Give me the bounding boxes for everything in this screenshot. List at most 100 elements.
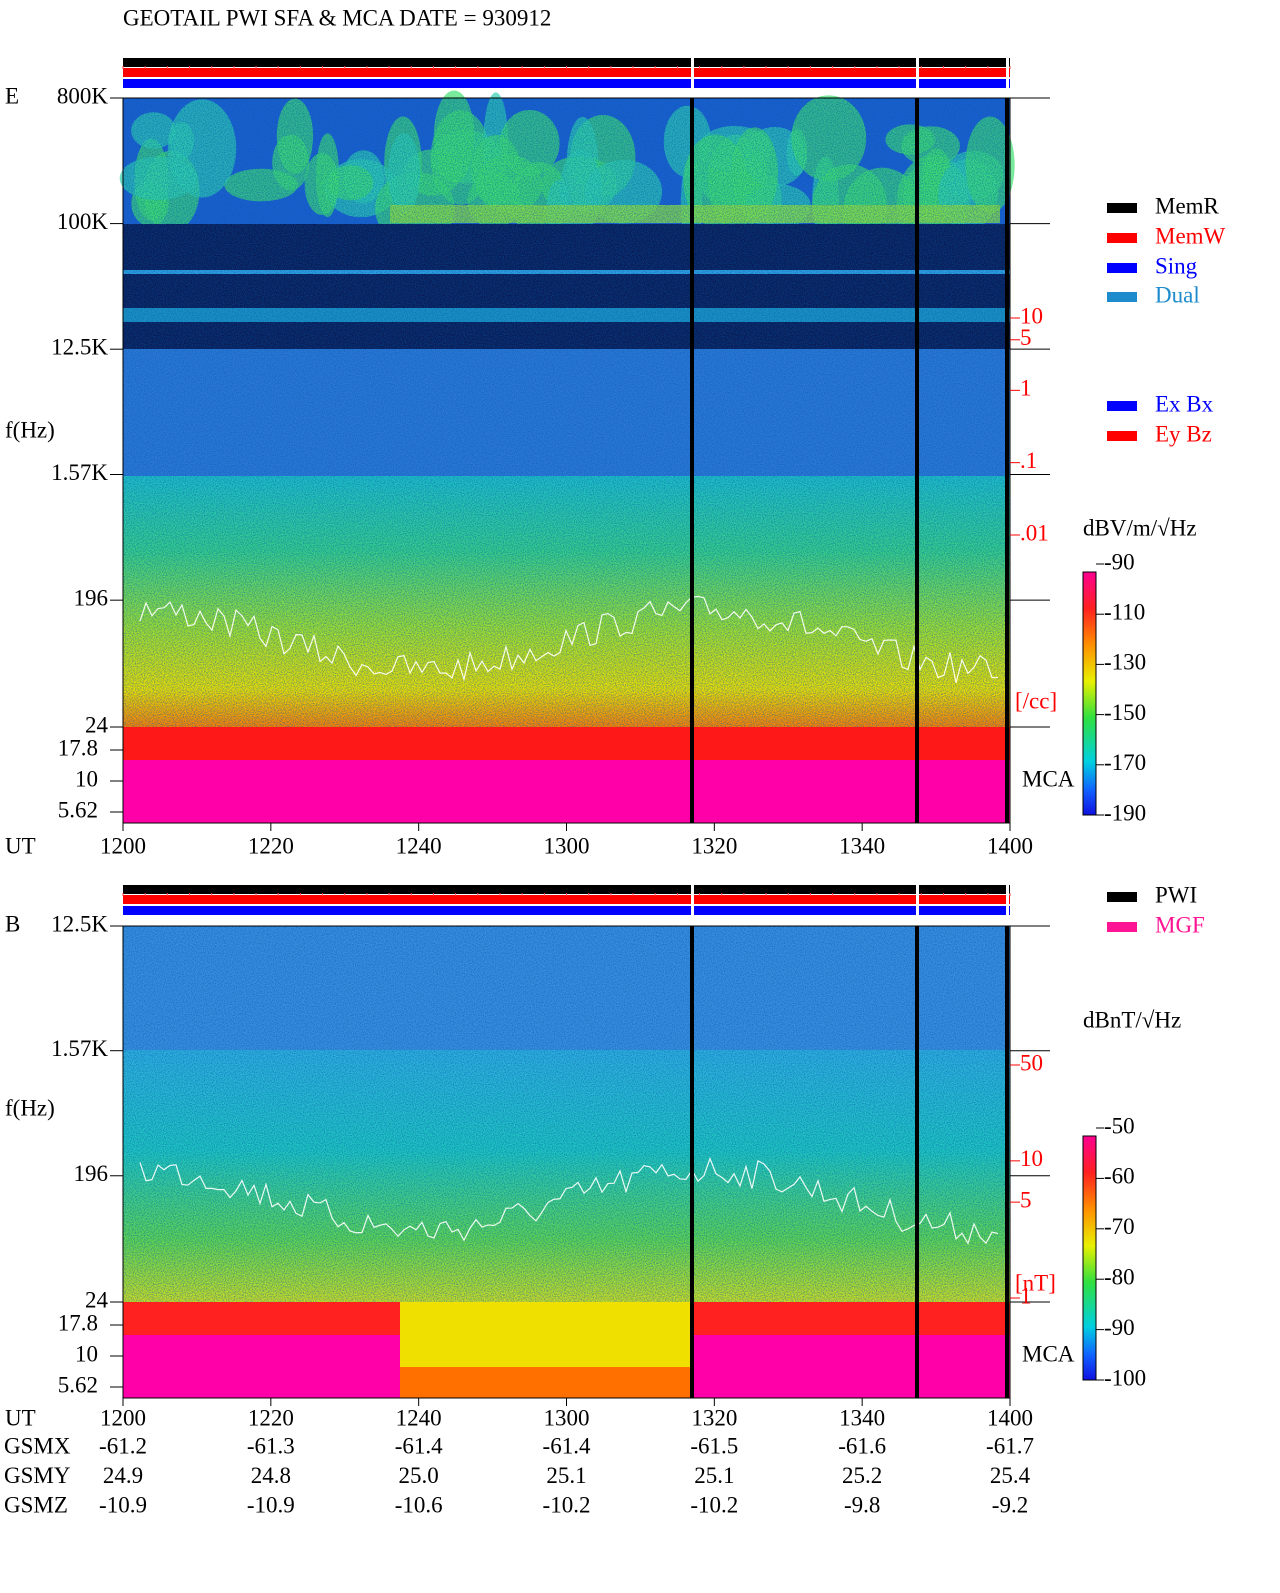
colorbar xyxy=(1082,1135,1097,1381)
orbit-name: GSMX xyxy=(4,1433,71,1458)
spectrogram xyxy=(123,727,1010,760)
legend-label: Ey Bz xyxy=(1155,421,1212,446)
density-tick-label: .01 xyxy=(1020,520,1049,545)
orbit-value: 25.2 xyxy=(842,1463,882,1488)
orbit-value: -9.2 xyxy=(992,1492,1028,1517)
x-tick-label: 1320 xyxy=(691,833,737,858)
y-tick-label: 12.5K xyxy=(51,911,108,936)
x-tick-label: 1340 xyxy=(839,1405,885,1430)
orbit-value: -61.7 xyxy=(986,1433,1034,1458)
y-tick-label: 196 xyxy=(74,1161,109,1186)
panel-label: B xyxy=(5,911,20,936)
x-tick-label: 1340 xyxy=(839,833,885,858)
orbit-value: -10.9 xyxy=(99,1492,147,1517)
y-tick-label: 17.8 xyxy=(58,735,98,760)
colorbar-tick-label: -150 xyxy=(1104,700,1146,725)
x-tick-label: 1400 xyxy=(987,833,1033,858)
x-tick-label: 1220 xyxy=(248,833,294,858)
colorbar-tick-label: -130 xyxy=(1104,650,1146,675)
status-gap xyxy=(916,885,919,915)
density-tick-label: 5 xyxy=(1020,325,1032,350)
colorbar-title: dBnT/√Hz xyxy=(1083,1007,1181,1032)
legend-swatch xyxy=(1107,233,1137,243)
x-tick-label: 1300 xyxy=(544,833,590,858)
y-tick-label: 100K xyxy=(57,209,109,234)
spectrogram xyxy=(123,760,1010,823)
legend-swatch xyxy=(1107,401,1137,411)
orbit-value: -61.5 xyxy=(690,1433,738,1458)
y-axis-label: f(Hz) xyxy=(5,417,55,442)
legend-swatch xyxy=(1107,292,1137,302)
status-bar xyxy=(123,885,1010,894)
status-bar xyxy=(123,79,1010,88)
colorbar-title: dBV/m/√Hz xyxy=(1083,515,1197,540)
spectrogram-noise xyxy=(123,926,1010,1302)
spectrogram xyxy=(400,1367,690,1398)
y-tick-label: 5.62 xyxy=(58,1372,98,1397)
orbit-value: -10.6 xyxy=(395,1492,443,1517)
x-tick-label: 1240 xyxy=(396,833,442,858)
colorbar-tick-label: -90 xyxy=(1104,549,1135,574)
y-axis-label: f(Hz) xyxy=(5,1095,55,1120)
orbit-value: -61.3 xyxy=(247,1433,295,1458)
data-gap xyxy=(915,926,919,1398)
orbit-value: 25.0 xyxy=(399,1463,439,1488)
y-tick-label: 1.57K xyxy=(51,1036,108,1061)
x-tick-label: 1220 xyxy=(248,1405,294,1430)
plasma-line xyxy=(139,1156,999,1245)
status-gap xyxy=(1006,58,1009,88)
orbit-value: -61.6 xyxy=(838,1433,886,1458)
colorbar-tick-label: -50 xyxy=(1104,1113,1135,1138)
density-tick-label: 1 xyxy=(1020,1283,1032,1308)
orbit-value: -10.2 xyxy=(543,1492,591,1517)
colorbar-tick-label: -190 xyxy=(1104,800,1146,825)
y-tick-label: 10 xyxy=(75,1341,98,1366)
orbit-name: GSMZ xyxy=(4,1492,68,1517)
orbit-value: 24.8 xyxy=(251,1463,291,1488)
density-tick-label: 1 xyxy=(1020,376,1032,401)
legend-label: MemR xyxy=(1155,193,1220,218)
orbit-value: -61.2 xyxy=(99,1433,147,1458)
status-bar xyxy=(123,895,1010,904)
orbit-name: GSMY xyxy=(4,1463,71,1488)
y-tick-label: 17.8 xyxy=(58,1310,98,1335)
mca-label: MCA xyxy=(1022,766,1075,791)
x-tick-label: 1200 xyxy=(100,1405,146,1430)
orbit-value: 25.1 xyxy=(546,1463,586,1488)
y-tick-label: 12.5K xyxy=(51,334,108,359)
colorbar-tick-label: -80 xyxy=(1104,1264,1135,1289)
plasma-line xyxy=(139,595,999,683)
x-axis-label: UT xyxy=(5,833,36,858)
legend-label: MemW xyxy=(1155,223,1226,248)
title: GEOTAIL PWI SFA & MCA DATE = 930912 xyxy=(123,5,551,30)
orbit-value: 25.4 xyxy=(990,1463,1031,1488)
status-bar xyxy=(123,68,1010,77)
panel-label: E xyxy=(5,83,19,108)
data-gap xyxy=(690,926,694,1398)
x-tick-label: 1200 xyxy=(100,833,146,858)
legend-swatch xyxy=(1107,263,1137,273)
density-unit: [nT] xyxy=(1015,1270,1056,1295)
colorbar-tick-label: -70 xyxy=(1104,1214,1135,1239)
legend-swatch xyxy=(1107,203,1137,213)
status-gap xyxy=(691,58,694,88)
colorbar-tick-label: -100 xyxy=(1104,1365,1146,1390)
orbit-value: -61.4 xyxy=(543,1433,591,1458)
colorbar xyxy=(1082,571,1097,816)
legend-label: Ex Bx xyxy=(1155,391,1214,416)
mca-label: MCA xyxy=(1022,1341,1075,1366)
orbit-value: -9.8 xyxy=(844,1492,880,1517)
status-gap xyxy=(916,58,919,88)
spectrogram-noise xyxy=(123,98,1010,727)
orbit-value: -10.2 xyxy=(690,1492,738,1517)
density-tick-label: 5 xyxy=(1020,1187,1032,1212)
y-tick-label: 10 xyxy=(75,766,98,791)
colorbar-tick-label: -90 xyxy=(1104,1315,1135,1340)
density-tick-label: 10 xyxy=(1020,1146,1043,1171)
colorbar-tick-label: -110 xyxy=(1104,599,1145,624)
legend-label: Dual xyxy=(1155,282,1200,307)
density-tick-label: 10 xyxy=(1020,303,1043,328)
spectrogram xyxy=(400,1302,690,1367)
legend-label: Sing xyxy=(1155,253,1198,278)
